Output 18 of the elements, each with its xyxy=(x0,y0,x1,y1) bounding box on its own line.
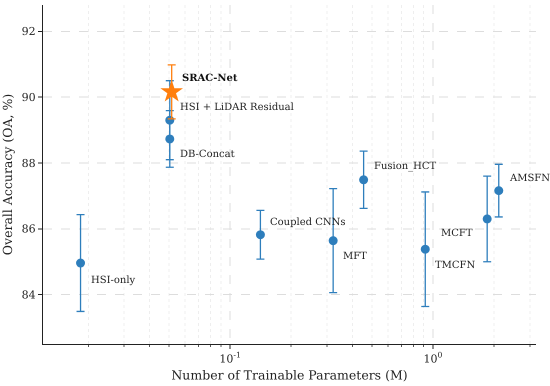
annotation: MCFT xyxy=(441,228,473,239)
annotation: AMSFN xyxy=(509,173,550,184)
y-tick-label: 84 xyxy=(22,288,36,302)
x-tick-label: 10$^{-1}$ xyxy=(219,350,241,366)
annotation: HSI + LiDAR Residual xyxy=(180,102,294,113)
x-axis-title: Number of Trainable Parameters (M) xyxy=(171,368,408,383)
y-tick-label: 88 xyxy=(22,156,36,170)
annotation: Fusion_HCT xyxy=(374,161,437,172)
y-axis-title: Overall Accuracy (OA, %) xyxy=(0,94,15,256)
x-tick-label: 10$^{0}$ xyxy=(424,350,443,366)
annotation: HSI-only xyxy=(91,275,136,286)
annotation: DB-Concat xyxy=(180,149,235,160)
y-tick-label: 90 xyxy=(22,91,36,104)
y-tick-label: 86 xyxy=(22,222,36,236)
annotation: MFT xyxy=(343,251,368,262)
series-label: SRAC-Net xyxy=(182,73,238,84)
y-tick-label: 92 xyxy=(22,25,36,38)
annotation: TMCFN xyxy=(435,260,476,271)
